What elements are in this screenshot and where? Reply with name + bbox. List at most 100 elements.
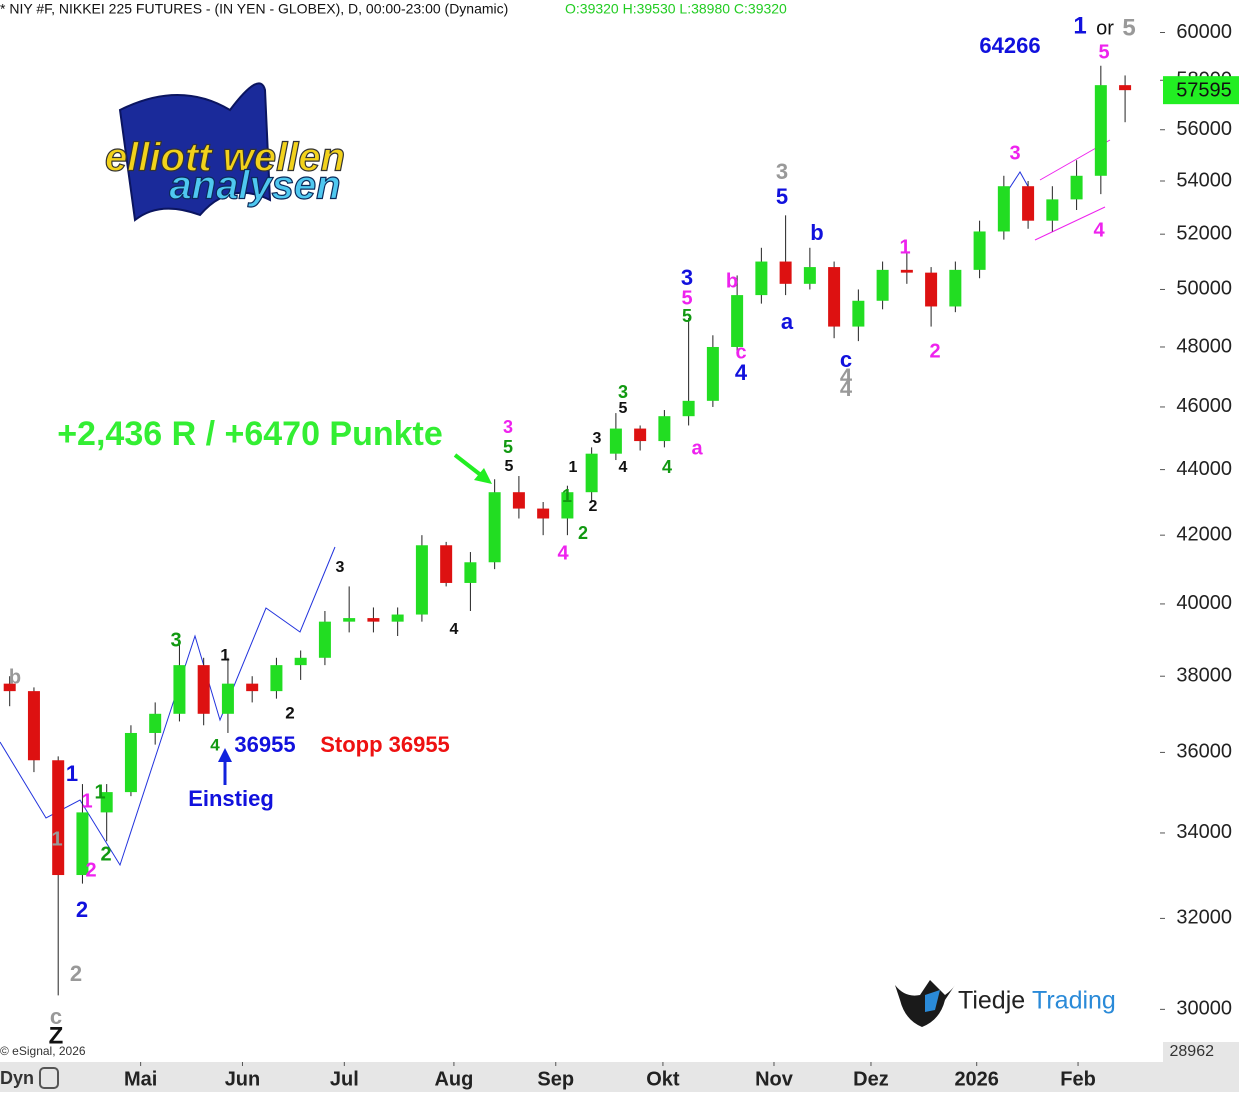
candle-body	[755, 261, 768, 296]
candle-body	[318, 621, 331, 658]
last-price-label: 57595	[1176, 79, 1232, 101]
wave-label: 2	[70, 961, 82, 986]
wave-label: c	[840, 347, 852, 372]
wave-label: +2,436 R / +6470 Punkte	[57, 415, 443, 453]
candle-body	[658, 416, 671, 442]
logo-text: elliott wellen	[105, 136, 345, 180]
wave-label: 3	[1009, 142, 1020, 164]
wave-label: 5	[776, 184, 788, 209]
wave-label: 4	[1093, 219, 1105, 241]
wave-label: 3	[618, 382, 628, 402]
candle-body	[391, 614, 404, 622]
candle-body	[852, 300, 865, 327]
axis-left-label: Dyn	[0, 1068, 34, 1088]
arrow	[453, 453, 484, 478]
wave-label: 4	[210, 735, 220, 754]
wave-label: 1	[220, 645, 229, 664]
candle-body	[1119, 85, 1132, 91]
candle-body	[585, 453, 598, 493]
candle-body	[124, 732, 137, 793]
candle-body	[270, 665, 283, 692]
candle-body	[173, 665, 186, 714]
wave-label: 3	[593, 430, 602, 447]
candle-body	[1046, 199, 1059, 221]
candle-body	[900, 269, 913, 273]
wave-label: 2	[929, 340, 940, 362]
candle-body	[149, 713, 162, 733]
y-tick-label: 30000	[1176, 998, 1232, 1020]
wave-label: 5	[619, 400, 628, 417]
chart-title: * NIY #F, NIKKEI 225 FUTURES - (IN YEN -…	[0, 1, 508, 17]
wave-label: 1	[562, 486, 572, 506]
y-tick-label: 34000	[1176, 821, 1232, 843]
brand-text: Tiedje	[958, 987, 1025, 1015]
y-tick-label: 56000	[1176, 118, 1232, 140]
wave-label: 3	[336, 559, 345, 576]
wave-label: 64266	[979, 33, 1040, 58]
copyright: © eSignal, 2026	[0, 1044, 86, 1058]
wave-label: 4	[840, 364, 853, 389]
candle-body	[537, 508, 550, 519]
last-price-box	[1163, 76, 1239, 105]
channel-line	[1034, 206, 1106, 241]
wave-label: 4	[450, 621, 459, 638]
candle-body	[997, 186, 1010, 232]
wave-label: 2	[76, 897, 88, 922]
scale-low-label: 28962	[1170, 1043, 1215, 1060]
x-tick-label: 2026	[954, 1068, 999, 1090]
wave-label: 1	[51, 828, 62, 850]
candle-body	[731, 295, 744, 347]
candle-body	[343, 618, 356, 622]
wave-label: 2	[285, 703, 294, 722]
wave-label: Z	[49, 1022, 64, 1049]
candle-body	[464, 562, 477, 583]
candle-body	[634, 428, 647, 442]
logo: elliott wellen analysen	[104, 82, 346, 222]
y-tick-label: 52000	[1176, 222, 1232, 244]
wave-label: 5	[1098, 41, 1109, 63]
x-tick-label: Dez	[853, 1068, 889, 1090]
candle-body	[294, 657, 307, 666]
y-tick-label: 44000	[1176, 458, 1232, 480]
y-tick-label: 42000	[1176, 523, 1232, 545]
wave-label: 2	[578, 523, 588, 543]
y-tick-label: 60000	[1176, 21, 1232, 43]
wave-label: 3	[503, 417, 513, 437]
wave-label: 5	[681, 287, 692, 309]
candle-body	[100, 792, 113, 813]
candle-body	[1022, 186, 1035, 221]
candle-body	[488, 492, 501, 563]
ohlc-text: O:39320 H:39530 L:38980 C:39320	[565, 1, 787, 17]
candle-body	[876, 269, 889, 301]
wave-label: or	[1096, 17, 1114, 39]
wave-label: c	[50, 1004, 62, 1029]
candle-body	[440, 545, 453, 583]
x-tick-label: Okt	[646, 1068, 680, 1090]
wave-label: 1	[569, 459, 578, 476]
arrow	[474, 468, 492, 484]
candle-body	[3, 683, 16, 692]
y-tick-label: 36000	[1176, 741, 1232, 763]
wave-label: 2	[589, 498, 598, 515]
y-tick-label: 40000	[1176, 592, 1232, 614]
y-tick-label: 48000	[1176, 335, 1232, 357]
candle-body	[803, 267, 816, 284]
wave-label: 3	[776, 159, 788, 184]
candle-body	[76, 812, 89, 876]
candle-body	[197, 665, 210, 714]
candle-body	[779, 261, 792, 284]
lock-icon	[39, 1067, 59, 1089]
candle-body	[1070, 175, 1083, 200]
y-tick-label: 32000	[1176, 907, 1232, 929]
wave-label: 5	[1122, 14, 1135, 41]
wave-label: Einstieg	[188, 786, 274, 811]
wave-label: 5	[503, 437, 513, 457]
candle-body	[682, 400, 695, 417]
candle-body	[27, 691, 40, 761]
wave-label: 4	[735, 360, 748, 385]
wave-label: 1	[66, 761, 78, 786]
y-tick-label: 38000	[1176, 664, 1232, 686]
wave-label: 1	[81, 790, 92, 812]
wave-label: b	[726, 270, 738, 292]
brand-text: Trading	[1032, 987, 1116, 1015]
